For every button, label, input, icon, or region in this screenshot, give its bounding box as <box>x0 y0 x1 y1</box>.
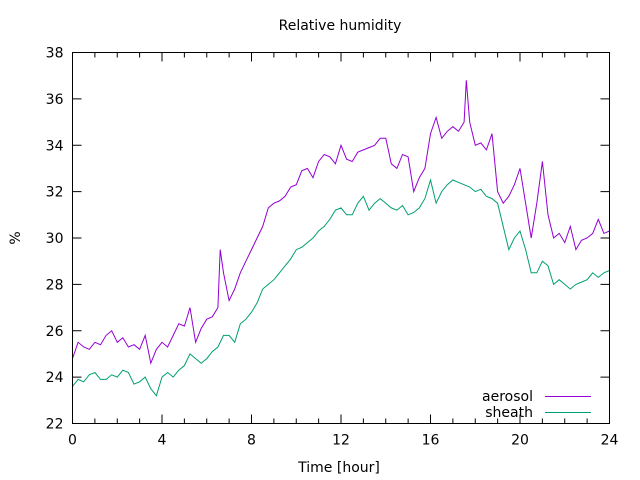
x-tick-label: 0 <box>68 433 77 449</box>
legend-label-aerosol: aerosol <box>482 389 533 405</box>
x-tick-label: 24 <box>601 433 619 449</box>
y-tick-label: 22 <box>46 417 64 433</box>
y-tick-label: 24 <box>46 370 64 386</box>
legend-label-sheath: sheath <box>485 405 533 421</box>
y-tick-label: 28 <box>46 277 64 293</box>
y-tick-label: 32 <box>46 185 64 201</box>
x-tick-label: 4 <box>158 433 167 449</box>
x-tick-label: 16 <box>422 433 440 449</box>
series-line-aerosol <box>72 80 610 365</box>
axis-ticks: 0 4 8 12 16 20 24 22 24 26 28 30 32 34 36 38 <box>46 46 619 449</box>
legend: aerosol sheath <box>482 389 591 421</box>
y-tick-label: 26 <box>46 324 64 340</box>
series-lines <box>72 80 610 397</box>
plot-border <box>72 52 610 424</box>
y-axis-label: % <box>8 231 24 244</box>
x-axis-label: Time [hour] <box>297 460 380 476</box>
chart-title: Relative humidity <box>279 18 402 34</box>
y-tick-label: 38 <box>46 46 64 62</box>
y-tick-label: 36 <box>46 92 64 108</box>
x-tick-label: 8 <box>247 433 256 449</box>
series-line-sheath <box>72 178 610 397</box>
x-tick-label: 20 <box>511 433 529 449</box>
y-tick-label: 30 <box>46 231 64 247</box>
x-tick-label: 12 <box>332 433 350 449</box>
y-tick-label: 34 <box>46 138 64 154</box>
